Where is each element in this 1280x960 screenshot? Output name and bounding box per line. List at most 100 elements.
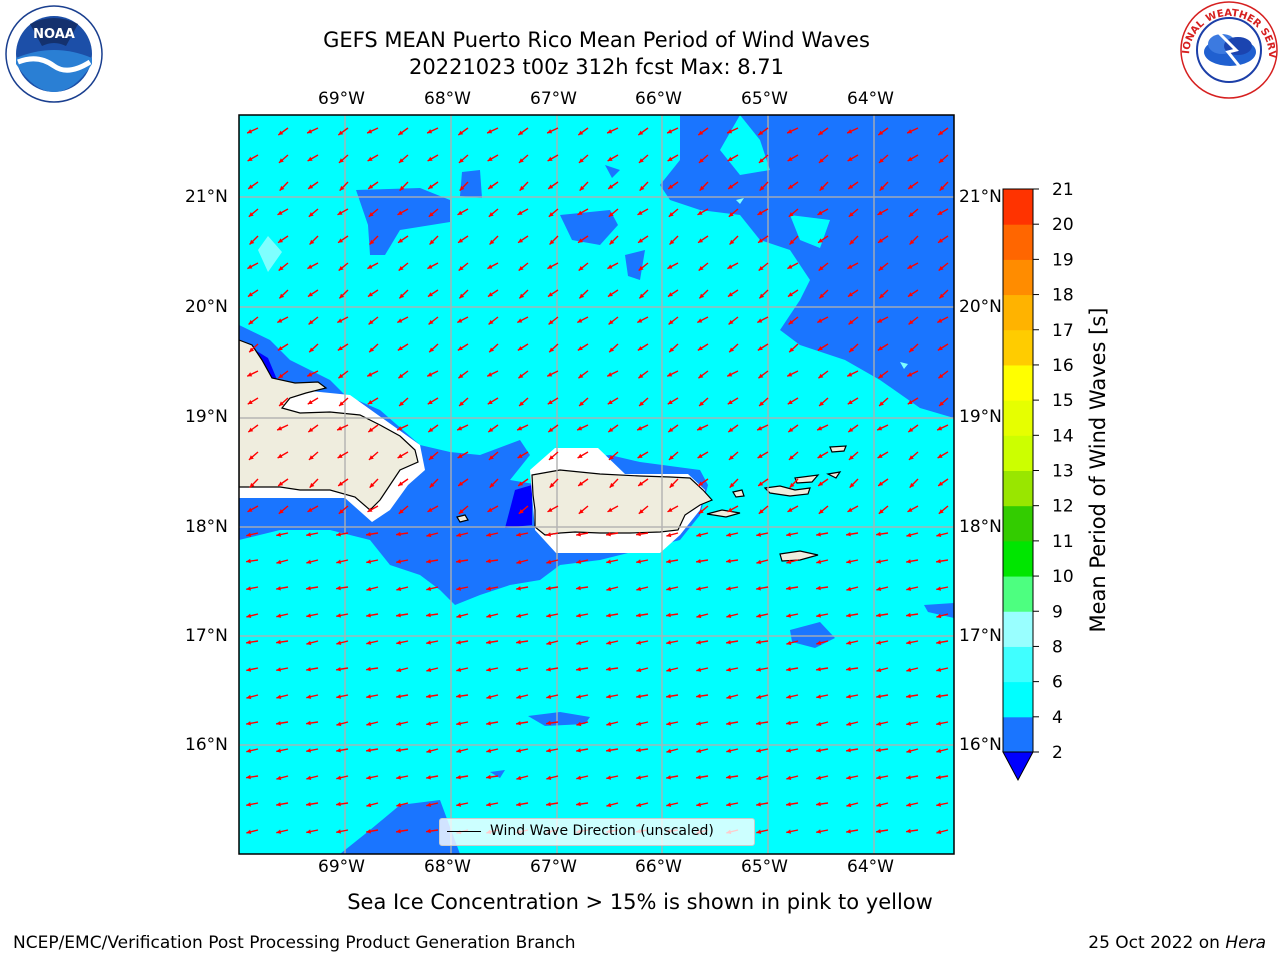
wind-wave-arrowhead (666, 532, 672, 538)
colorbar-segment (1003, 189, 1033, 225)
wind-wave-arrowhead (458, 481, 464, 486)
wind-wave-arrowhead (788, 427, 794, 433)
wind-wave-arrowhead (667, 372, 673, 377)
wind-wave-arrowhead (579, 401, 584, 407)
wind-wave-arrowhead (246, 586, 252, 591)
wind-wave-arrowhead (548, 184, 554, 189)
wind-wave-arrowhead (336, 721, 342, 727)
wind-wave-arrowhead (459, 401, 464, 407)
colorbar-segment (1003, 435, 1033, 471)
chart-title: GEFS MEAN Puerto Rico Mean Period of Win… (323, 28, 870, 52)
lon-label-top: 67°W (530, 89, 577, 109)
wind-wave-arrowhead (728, 212, 734, 217)
wind-wave-arrowhead (456, 693, 461, 699)
wind-wave-arrowhead (608, 427, 614, 433)
wind-wave-arrowhead (756, 613, 762, 618)
wind-wave-arrowhead (606, 559, 612, 564)
wind-wave-arrowhead (396, 531, 401, 537)
wind-wave-arrowhead (278, 509, 284, 514)
wind-wave-arrowhead (937, 346, 943, 351)
lat-label-right: 20°N (959, 297, 1002, 317)
wind-wave-arrowhead (458, 265, 464, 271)
wind-wave-arrowhead (609, 347, 615, 353)
wind-wave-arrowhead (879, 293, 885, 299)
wind-wave-arrowhead (787, 129, 793, 134)
wind-wave-arrowhead (907, 372, 913, 377)
wind-wave-arrowhead (246, 748, 252, 753)
wind-wave-arrowhead (246, 774, 251, 780)
wind-wave-arrowhead (667, 292, 673, 297)
wind-wave-arrowhead (307, 399, 313, 405)
wind-wave-arrowhead (366, 856, 371, 860)
wind-wave-arrowhead (398, 265, 404, 271)
wind-wave-arrowhead (846, 613, 851, 618)
lat-label-right: 17°N (959, 626, 1002, 646)
wind-wave-arrowhead (519, 401, 524, 407)
wind-wave-arrowhead (248, 212, 254, 217)
wind-wave-arrowhead (546, 532, 552, 537)
wind-wave-arrowhead (338, 238, 344, 243)
wind-wave-arrowhead (457, 453, 463, 458)
wind-wave-arrowhead (369, 482, 375, 488)
wind-wave-arrowhead (666, 612, 671, 618)
wind-wave-arrowhead (307, 292, 313, 297)
colorbar-extend-arrow (1002, 751, 1034, 782)
wind-wave-arrowhead (246, 802, 252, 807)
wind-wave-arrowhead (726, 802, 732, 807)
wind-wave-arrowhead (607, 507, 613, 512)
wind-wave-arrowhead (336, 585, 341, 591)
wind-wave-arrowhead (547, 129, 553, 134)
wind-wave-arrowhead (278, 238, 284, 243)
wind-wave-arrowhead (696, 774, 701, 780)
wind-wave-arrowhead (486, 856, 491, 860)
wind-wave-arrowhead (818, 265, 824, 271)
wind-wave-arrowhead (668, 184, 674, 189)
wind-wave-arrowhead (546, 667, 551, 672)
wind-wave-arrowhead (486, 748, 492, 753)
wind-wave-arrowhead (818, 130, 824, 136)
mona-island (456, 514, 469, 523)
wind-wave-arrowhead (816, 694, 822, 699)
wind-wave-arrowhead (456, 774, 461, 780)
wind-wave-arrowhead (878, 509, 884, 514)
lat-label-left: 21°N (185, 187, 228, 207)
wind-wave-arrowhead (547, 507, 553, 512)
wind-wave-arrowhead (519, 185, 525, 191)
wind-wave-arrowhead (337, 426, 343, 431)
wind-wave-arrowhead (937, 453, 943, 458)
wind-wave-arrowhead (608, 184, 614, 189)
wind-wave-arrowhead (277, 453, 283, 458)
colorbar-tick-label: 6 (1052, 673, 1063, 693)
wind-wave-arrowhead (698, 373, 704, 379)
wind-wave-arrowhead (938, 158, 944, 163)
wind-wave-arrowhead (726, 721, 731, 726)
wind-wave-arrowhead (637, 346, 643, 351)
wind-wave-arrowhead (516, 532, 522, 537)
wind-wave-arrowhead (816, 857, 821, 861)
wind-wave-arrowhead (788, 184, 794, 189)
wind-wave-arrowhead (816, 640, 822, 646)
wind-wave-arrowhead (786, 613, 792, 618)
wind-wave-arrowhead (757, 453, 763, 458)
wind-wave-arrowhead (696, 640, 701, 645)
wind-wave-arrowhead (246, 721, 251, 726)
wind-wave-arrowhead (307, 372, 313, 377)
wind-wave-arrowhead (278, 481, 284, 486)
wind-wave-arrowhead (818, 238, 824, 243)
wind-wave-arrowhead (787, 507, 793, 512)
wind-wave-arrowhead (546, 613, 552, 618)
wind-wave-arrowhead (608, 455, 614, 460)
wind-wave-arrowhead (846, 802, 852, 808)
wind-wave-arrowhead (396, 747, 401, 753)
footer-date: 25 Oct 2022 on Hera (1088, 933, 1266, 953)
wind-wave-arrowhead (756, 748, 762, 753)
wind-wave-arrowhead (576, 775, 582, 780)
wind-wave-arrowhead (306, 640, 312, 646)
wind-wave-arrowhead (846, 694, 852, 699)
wind-wave-arrowhead (606, 640, 612, 645)
wind-wave-arrowhead (426, 828, 431, 834)
wind-wave-arrowhead (336, 666, 341, 672)
wind-wave-arrowhead (606, 694, 612, 699)
wind-wave-arrowhead (846, 775, 852, 780)
virgin-islands (763, 485, 811, 497)
